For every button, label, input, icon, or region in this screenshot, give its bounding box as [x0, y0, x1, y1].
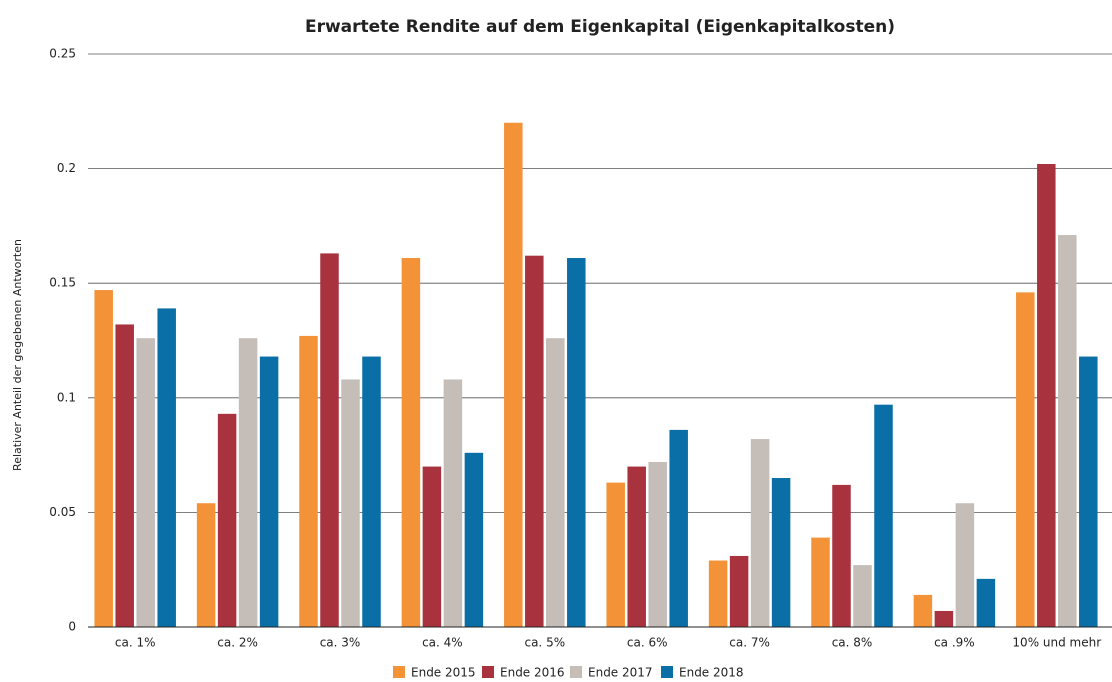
bar	[299, 335, 318, 627]
bar	[196, 503, 216, 627]
bar	[606, 482, 625, 627]
x-tick-label: 10% und mehr	[1012, 636, 1101, 650]
bar	[648, 461, 667, 627]
bar	[238, 338, 258, 627]
bar	[259, 356, 279, 627]
bar	[464, 452, 484, 627]
y-tick-label: 0.25	[49, 47, 76, 61]
bar	[341, 379, 360, 627]
legend-label: Ende 2015	[411, 666, 476, 680]
y-axis-label: Relativer Anteil der gegebenen Antworten	[11, 239, 24, 471]
bar	[832, 484, 851, 627]
bar	[1037, 164, 1056, 628]
legend-swatch	[393, 666, 405, 678]
bar	[504, 122, 523, 627]
y-tick-label: 0.15	[49, 276, 76, 290]
legend-swatch	[570, 666, 582, 678]
bar	[913, 594, 933, 627]
x-tick-label: ca. 5%	[524, 636, 565, 650]
legend-label: Ende 2016	[500, 666, 565, 680]
bar	[546, 338, 565, 627]
x-tick-label: ca. 7%	[729, 636, 770, 650]
bar	[320, 253, 339, 628]
bar	[115, 324, 134, 627]
x-tick-label: ca. 2%	[217, 636, 258, 650]
bar	[401, 257, 421, 627]
bar	[729, 555, 749, 627]
y-tick-label: 0	[68, 620, 76, 634]
bar	[669, 429, 688, 627]
bar	[525, 255, 544, 628]
x-tick-label: ca. 1%	[115, 636, 156, 650]
bar	[567, 257, 586, 627]
bar	[157, 308, 176, 627]
bar	[217, 413, 237, 627]
bar	[443, 379, 463, 627]
x-tick-label: ca. 6%	[627, 636, 668, 650]
bar	[811, 537, 830, 627]
bar	[1058, 235, 1077, 627]
bar	[955, 503, 975, 627]
x-tick-label: ca .9%	[934, 636, 975, 650]
bar	[627, 466, 646, 627]
legend-label: Ende 2018	[679, 666, 744, 680]
y-tick-label: 0.05	[49, 505, 76, 519]
bar	[976, 578, 996, 627]
x-tick-label: ca. 4%	[422, 636, 463, 650]
legend-swatch	[661, 666, 673, 678]
chart-title: Erwartete Rendite auf dem Eigenkapital (…	[305, 17, 895, 37]
x-tick-label: ca. 3%	[320, 636, 361, 650]
legend-swatch	[482, 666, 494, 678]
x-tick-label: ca. 8%	[832, 636, 873, 650]
bar	[1016, 292, 1035, 627]
legend-label: Ende 2017	[588, 666, 653, 680]
bar	[874, 404, 893, 627]
bar	[934, 610, 954, 627]
bar	[136, 338, 155, 627]
bar	[1079, 356, 1098, 627]
bar	[422, 466, 442, 627]
bar	[853, 565, 872, 627]
bar	[708, 560, 728, 627]
bar	[94, 290, 113, 627]
bar	[771, 478, 791, 627]
bar	[750, 439, 770, 627]
y-tick-label: 0.2	[57, 161, 76, 175]
bar	[362, 356, 381, 627]
y-tick-label: 0.1	[57, 390, 76, 404]
